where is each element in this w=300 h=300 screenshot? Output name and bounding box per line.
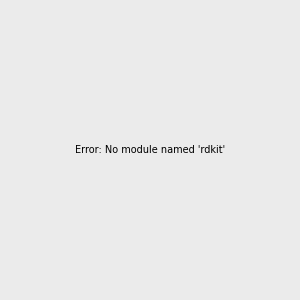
- Text: Error: No module named 'rdkit': Error: No module named 'rdkit': [75, 145, 225, 155]
